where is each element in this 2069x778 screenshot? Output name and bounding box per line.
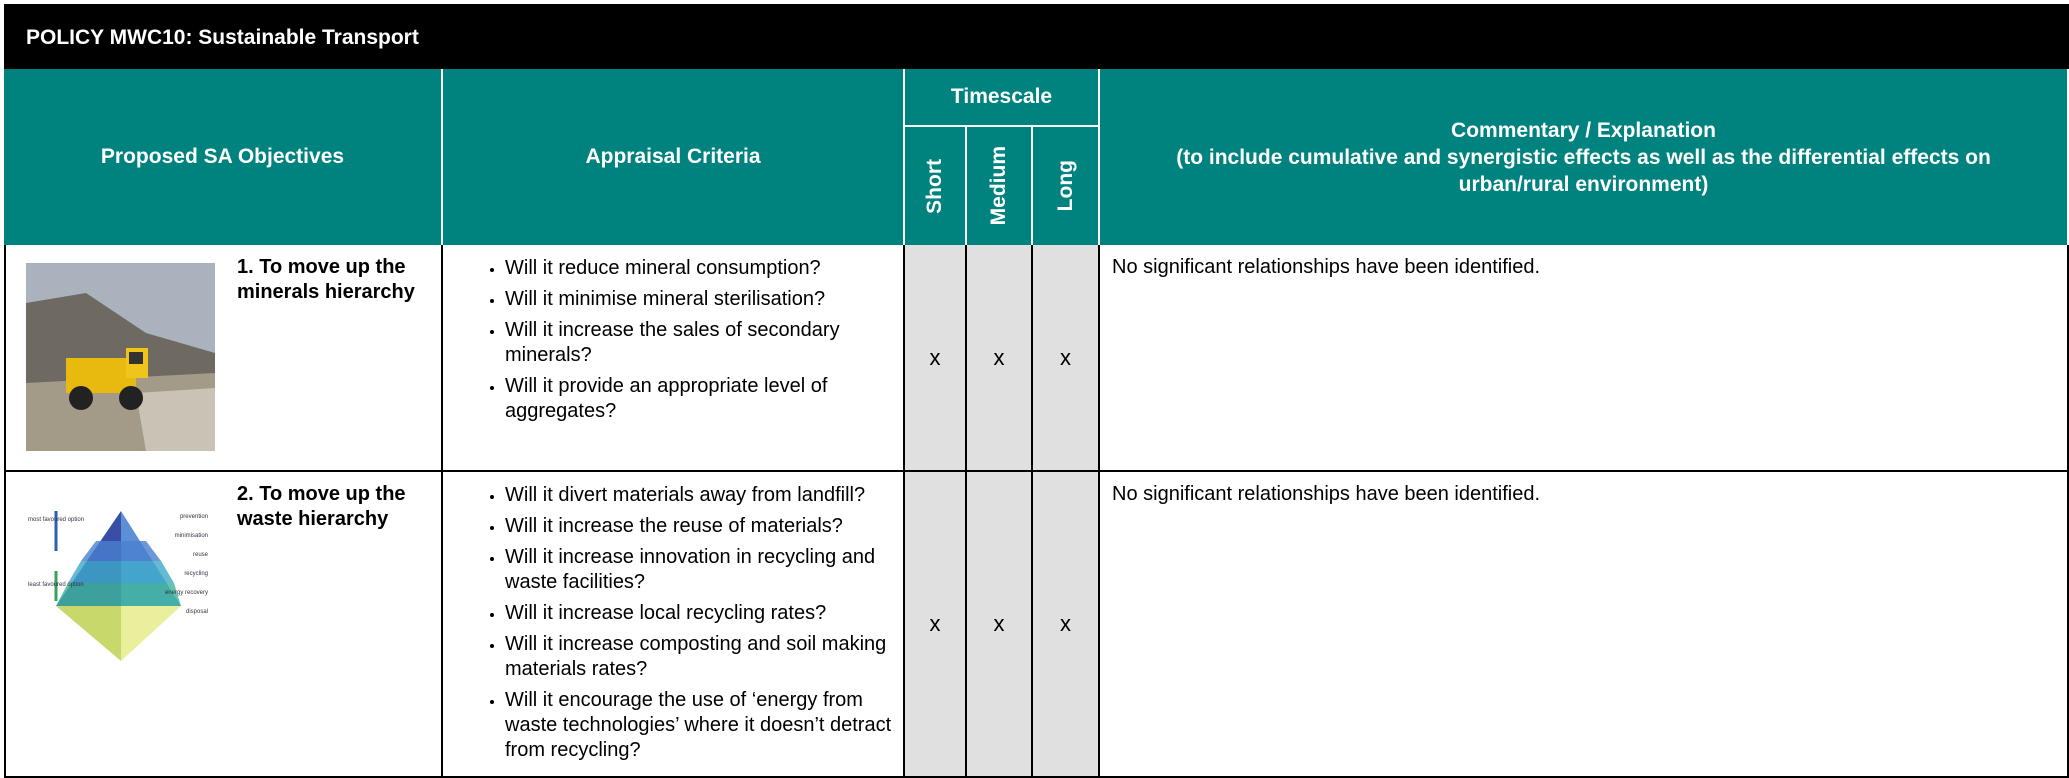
- timescale-long: x: [1033, 472, 1100, 778]
- header-text: Short: [923, 158, 946, 214]
- criteria-list: Will it divert materials away from landf…: [443, 483, 895, 763]
- objective: 1. To move up the minerals hierarchy: [237, 256, 415, 303]
- pyramid-label: least favoured option: [28, 582, 84, 588]
- header-text: Timescale: [950, 85, 1053, 108]
- header-commentary: Commentary / Explanation (to include cum…: [1100, 69, 2069, 245]
- criterion: Will it divert materials away from landf…: [505, 483, 895, 508]
- header-text: Commentary / Explanation: [1451, 118, 1716, 142]
- header-medium: Medium: [967, 127, 1033, 245]
- objective: 2. To move up the waste hierarchy: [237, 483, 406, 530]
- criterion: Will it increase innovation in recycling…: [505, 545, 895, 595]
- pyramid-label: reuse: [193, 552, 209, 558]
- header-text: Appraisal Criteria: [585, 145, 761, 168]
- criterion: Will it minimise mineral sterilisation?: [505, 287, 895, 312]
- header-text: Medium: [987, 146, 1010, 226]
- header-objectives: Proposed SA Objectives: [4, 69, 443, 245]
- criteria-cell: Will it divert materials away from landf…: [443, 472, 905, 778]
- timescale-short: x: [905, 472, 967, 778]
- waste-pyramid: prevention minimisation reuse recycling ener…: [28, 511, 209, 661]
- commentary: No significant relationships have been i…: [1100, 472, 2069, 778]
- pyramid-label: disposal: [186, 609, 208, 615]
- policy-title: POLICY MWC10: Sustainable Transport: [4, 4, 2069, 69]
- objective-cell: 1. To move up the minerals hierarchy: [4, 245, 443, 472]
- criterion: Will it increase composting and soil mak…: [505, 632, 895, 682]
- header-text: Proposed SA Objectives: [100, 145, 345, 168]
- pyramid-labels: prevention minimisation reuse recycling ener…: [28, 514, 209, 615]
- criteria-list: Will it reduce mineral consumption? Will …: [443, 256, 895, 424]
- criterion: Will it increase local recycling rates?: [505, 601, 895, 626]
- pyramid-label: prevention: [180, 514, 208, 520]
- header-timescale: Timescale: [905, 69, 1100, 127]
- timescale-long: x: [1033, 245, 1100, 472]
- criterion: Will it increase the sales of secondary …: [505, 318, 895, 368]
- pyramid-label: energy recovery: [165, 590, 208, 596]
- pyramid-label: recycling: [184, 571, 208, 577]
- header-long: Long: [1033, 127, 1100, 245]
- pyramid-label: most favoured option: [28, 517, 84, 523]
- header-short: Short: [905, 127, 967, 245]
- criteria-cell: Will it reduce mineral consumption? Will …: [443, 245, 905, 472]
- header-text: (to include cumulative and synergistic e…: [1176, 145, 1991, 196]
- timescale-medium: x: [967, 472, 1033, 778]
- header-text: Long: [1053, 160, 1077, 212]
- timescale-medium: x: [967, 245, 1033, 472]
- commentary: No significant relationships have been i…: [1100, 245, 2069, 472]
- objective-cell: 2. To move up the waste hierarchy: [4, 472, 443, 778]
- header-criteria: Appraisal Criteria: [443, 69, 905, 245]
- timescale-short: x: [905, 245, 967, 472]
- criterion: Will it provide an appropriate level of …: [505, 374, 895, 424]
- pyramid-label: minimisation: [175, 533, 208, 539]
- criterion: Will it increase the reuse of materials?: [505, 514, 895, 539]
- criterion: Will it encourage the use of ‘energy fro…: [505, 688, 895, 763]
- criterion: Will it reduce mineral consumption?: [505, 256, 895, 281]
- truck-photo: [26, 263, 215, 451]
